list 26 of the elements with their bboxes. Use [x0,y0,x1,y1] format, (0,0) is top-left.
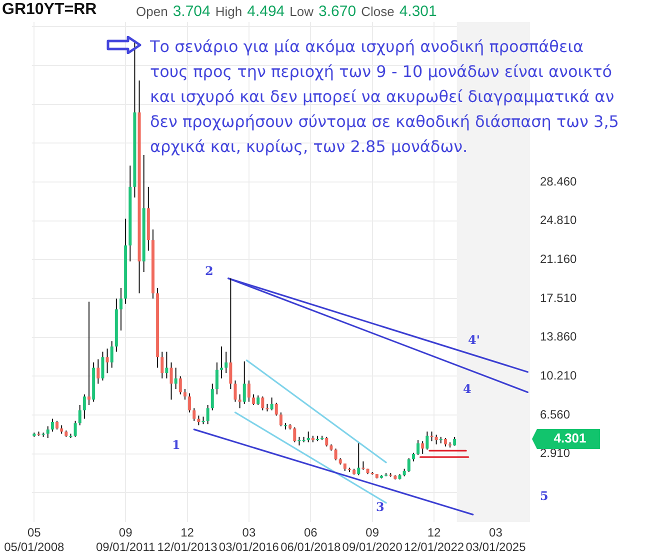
y-tick-label: 13.860 [540,330,578,344]
text: 4.301 [554,430,586,446]
annotation: 3 [376,500,384,514]
annotation: 2 [205,264,214,278]
annotation: 4' [468,333,480,347]
y-tick-label: 24.810 [540,213,578,228]
x-tick-label: 09 09/01/2020 [342,526,403,554]
chart-subtitle: Open 3.704 High 4.494 Low 3.670 Close 4.301 [136,3,437,20]
annotation: 4 [463,382,472,396]
x-tick-label: 06 06/01/2018 [280,526,341,554]
y-tick-label: 28.460 [540,174,578,188]
y-tick-label: 10.210 [540,368,578,382]
annotation: 1 [172,438,180,452]
y-tick-label: 6.560 [540,407,570,422]
y-tick-label: 2.910 [540,446,570,460]
y-tick-label: 17.510 [540,290,578,305]
x-tick-label: 12 12/01/2013 [157,526,218,554]
chart-title: GR10YT=RR [2,1,97,19]
y-tick-label: 21.160 [540,252,578,266]
x-tick-label: 03 03/01/2025 [466,526,526,554]
text: 5 [540,489,548,503]
x-tick-label: 03 03/01/2016 [218,526,280,554]
annotation: Το σενάριο για μία ακόμα ισχυρή ανοδική προσπάθεια τους προς την περιοχή των 9 - 10 μονάδων είναι ανοικτό και ισχυρό και δεν μπορεί να ακυρωθεί διαγραμματικά αν δεν προχωρήσουν σύντομα σε καθοδική διάσπαση των 3,5 αρχικά και, κυρίως, των 2.85 μονάδων. [150,36,620,158]
x-tick-label: 05 05/01/2008 [4,526,65,554]
x-tick-label: 12 12/01/2022 [404,526,464,554]
x-tick-label: 09 09/01/2011 [96,526,156,554]
